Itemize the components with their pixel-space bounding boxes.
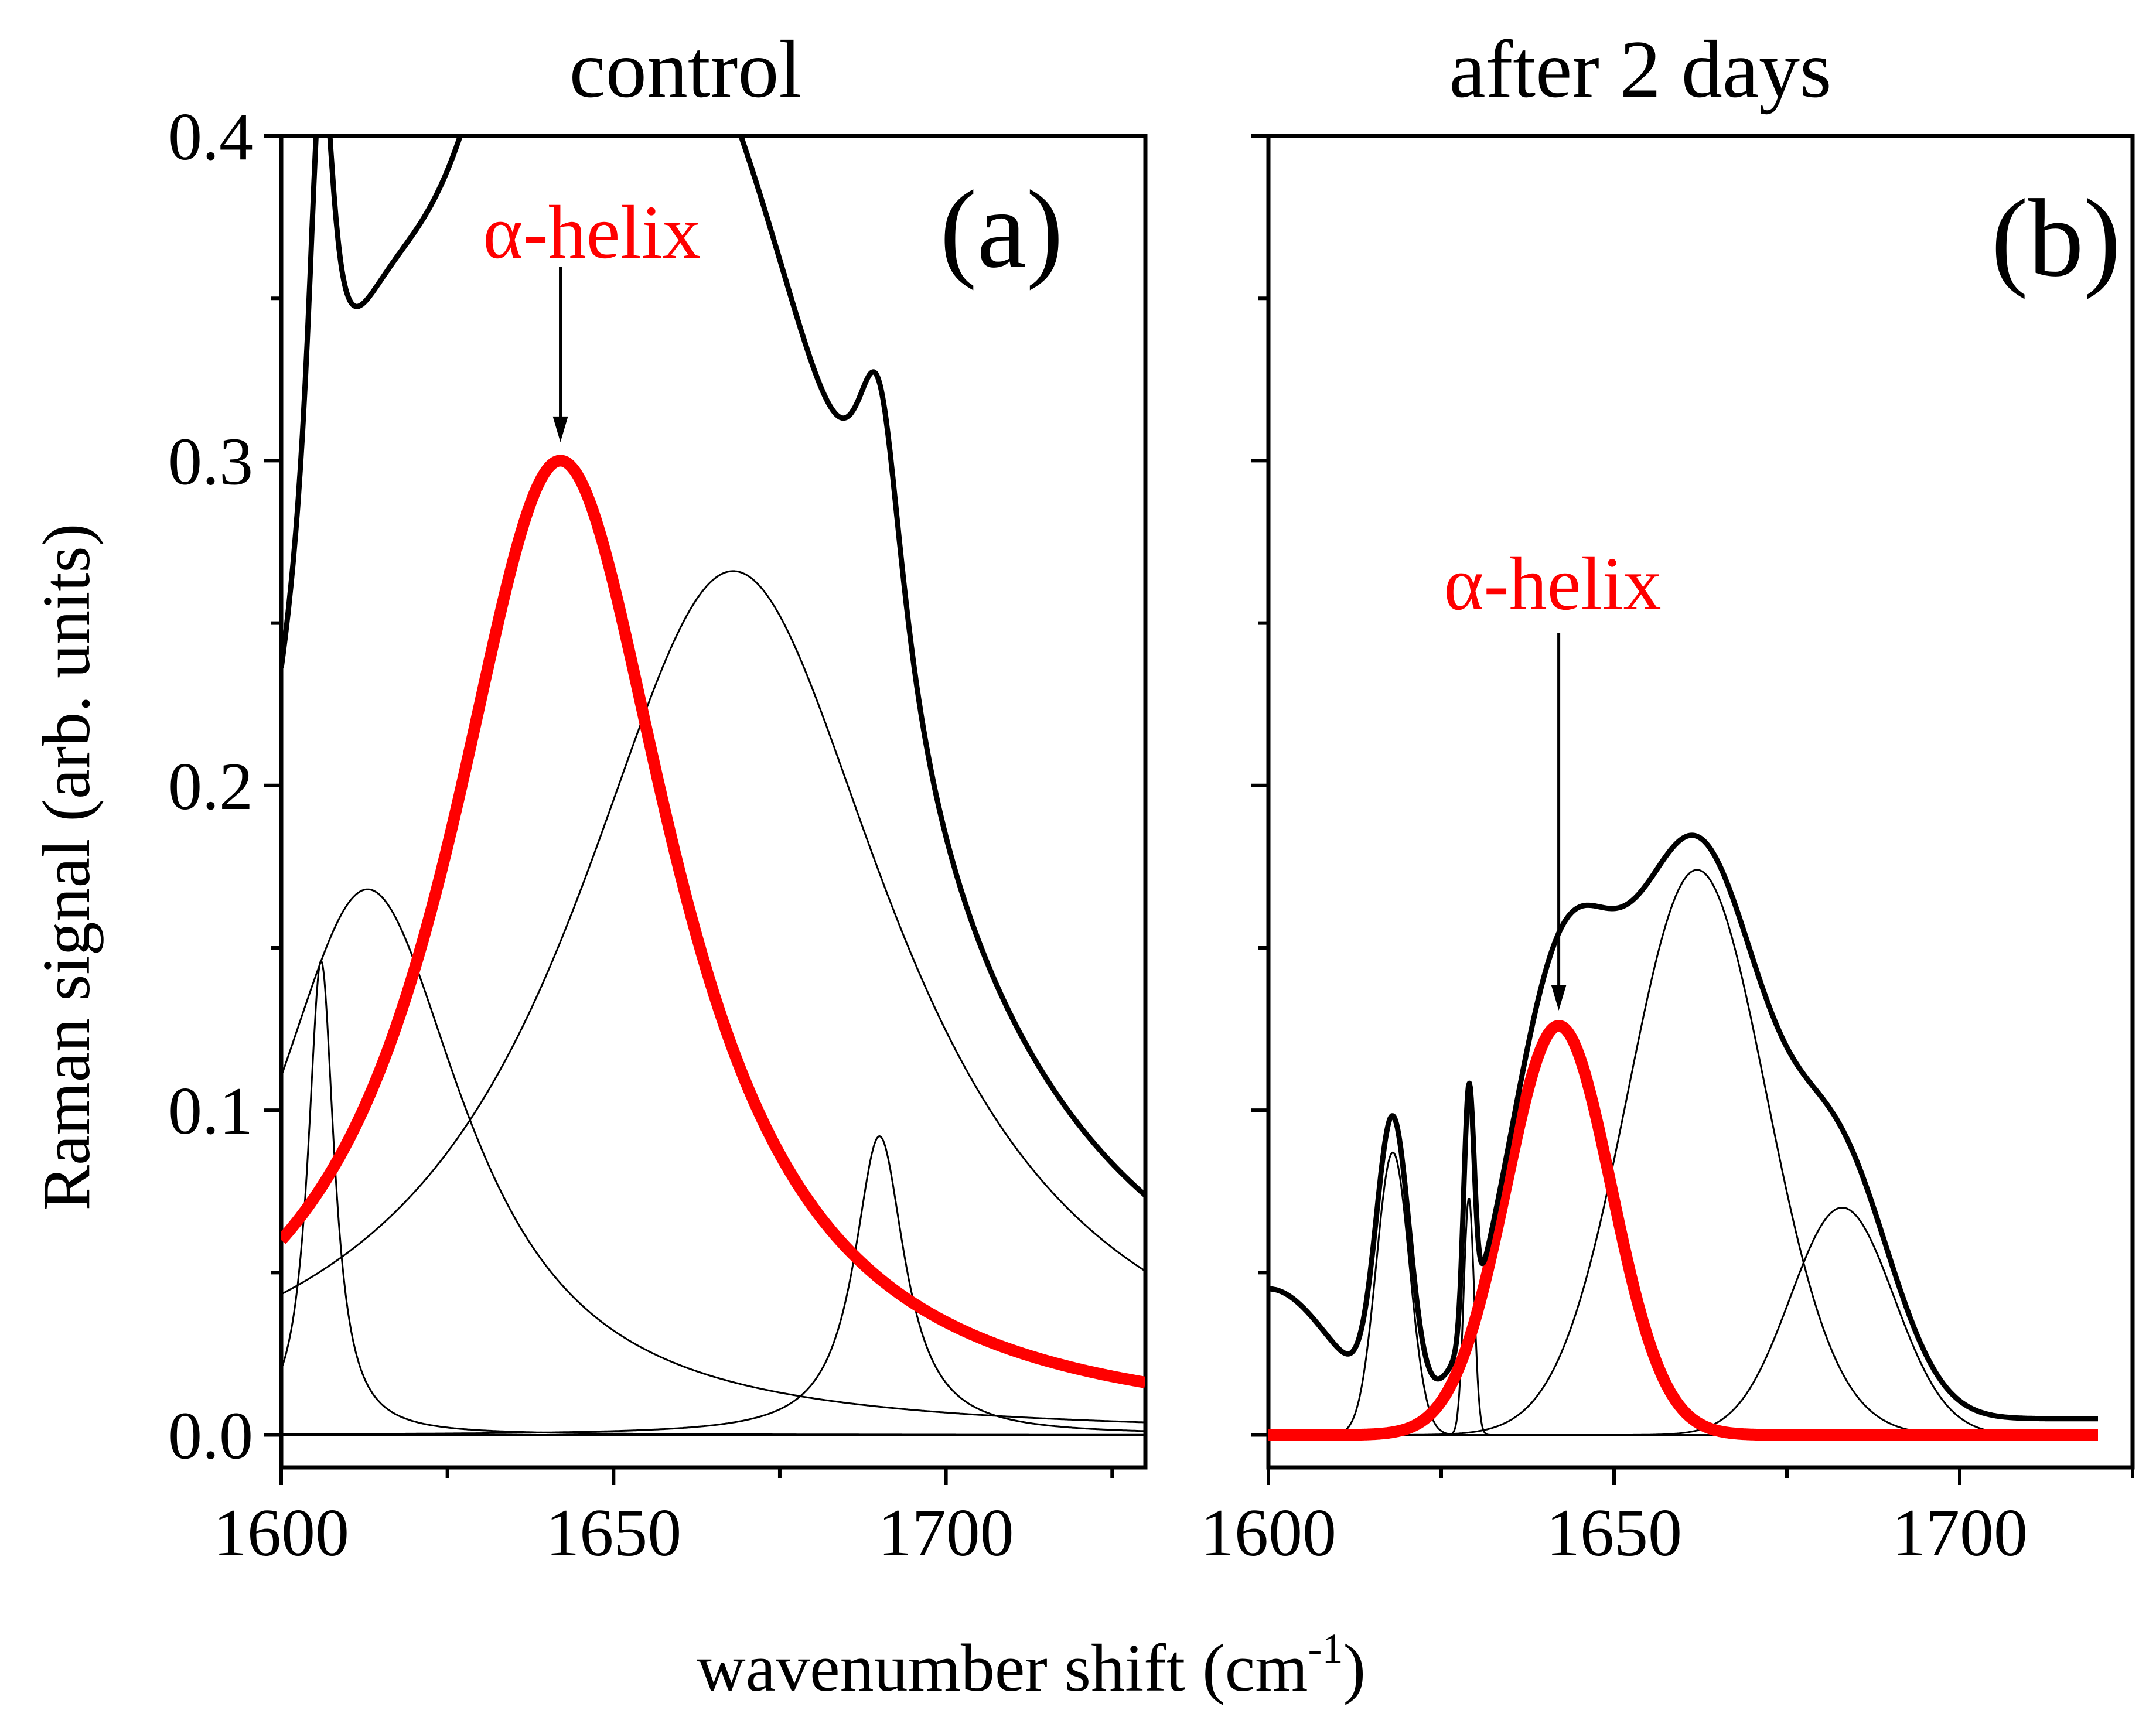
component-curve xyxy=(281,1135,1145,1435)
alpha-helix-annotation: α-helix xyxy=(483,190,700,275)
x-axis-title-superscript: -1 xyxy=(1308,1625,1343,1672)
x-tick-label: 1700 xyxy=(878,1496,1014,1571)
component-curve xyxy=(1268,1207,2098,1436)
alpha-helix-curve xyxy=(1268,1020,2103,1441)
component-curve xyxy=(281,960,1145,1436)
x-tick-label: 1600 xyxy=(1200,1496,1336,1571)
series-layer xyxy=(281,136,1145,1436)
component-curve xyxy=(1268,1151,2098,1436)
panel-label: (b) xyxy=(1991,177,2121,300)
y-tick-label: 0.1 xyxy=(168,1074,253,1149)
total-spectrum-curve xyxy=(281,136,1145,1197)
component-curve xyxy=(281,888,1145,1424)
total-spectrum-curve xyxy=(1268,832,2100,1422)
x-axis-title-main: wavenumber shift (cm xyxy=(697,1631,1308,1706)
y-tick-label: 0.2 xyxy=(168,749,253,824)
annotation-arrow-head xyxy=(1551,985,1567,1011)
panel-control: control 0.0 0.1 0.2 0.3 0.4 1600 1650 1700 (a) α-h… xyxy=(168,24,1148,1571)
x-tick-label: 1650 xyxy=(545,1496,681,1571)
series-layer xyxy=(1268,832,2103,1441)
panel-title: control xyxy=(569,24,802,115)
y-tick-label: 0.3 xyxy=(168,424,253,499)
panel-label: (a) xyxy=(940,168,1063,291)
panel-after-2-days: after 2 days 1600 1650 1700 (b) α-helix xyxy=(1200,24,2135,1571)
x-tick-label: 1600 xyxy=(213,1496,349,1571)
y-tick-label: 0.4 xyxy=(168,100,253,175)
x-axis-title: wavenumber shift (cm-1) xyxy=(697,1625,1366,1706)
y-axis-title: Raman signal (arb. units) xyxy=(29,524,104,1211)
x-axis-title-close: ) xyxy=(1343,1631,1366,1706)
plot-frame xyxy=(279,134,1148,1470)
annotation-arrow-head xyxy=(552,416,568,442)
component-curve xyxy=(1268,1198,2098,1436)
plot-frame xyxy=(1266,134,2135,1470)
x-tick-label: 1650 xyxy=(1546,1496,1682,1571)
panel-title: after 2 days xyxy=(1449,24,1831,115)
alpha-helix-curve xyxy=(281,455,1145,1388)
y-tick-label: 0.0 xyxy=(168,1399,253,1474)
alpha-helix-annotation: α-helix xyxy=(1444,542,1661,626)
component-curve xyxy=(281,570,1145,1295)
x-tick-label: 1700 xyxy=(1892,1496,2028,1571)
